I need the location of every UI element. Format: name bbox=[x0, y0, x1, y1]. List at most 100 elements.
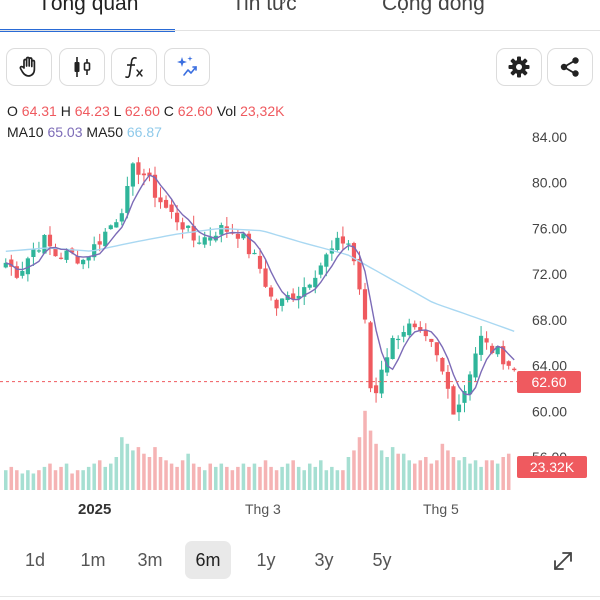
volume-bar bbox=[15, 470, 19, 490]
range-6m-button[interactable]: 6m bbox=[185, 541, 231, 579]
range-1y-button[interactable]: 1y bbox=[256, 549, 276, 570]
candle-body bbox=[81, 259, 86, 265]
share-icon bbox=[560, 57, 579, 77]
candle-body bbox=[418, 327, 423, 331]
candle-body bbox=[346, 243, 351, 245]
share-button[interactable] bbox=[547, 48, 593, 86]
candle-body bbox=[152, 174, 158, 198]
volume-bar bbox=[103, 466, 108, 490]
ma50-line bbox=[5, 227, 515, 332]
candlestick-icon bbox=[74, 57, 91, 77]
low-label: L bbox=[113, 103, 121, 119]
y-tick-label: 68.00 bbox=[532, 312, 567, 328]
indicators-button[interactable] bbox=[111, 48, 157, 86]
tab-community[interactable]: Cộng đồng bbox=[382, 0, 485, 15]
candle-body bbox=[473, 353, 478, 378]
volume-bar bbox=[285, 463, 290, 490]
volume-bar bbox=[374, 443, 378, 490]
candle-body bbox=[467, 374, 473, 395]
volume-bar bbox=[258, 466, 262, 490]
range-1m-button[interactable]: 1m bbox=[80, 549, 106, 570]
tab-news[interactable]: Tin tức bbox=[232, 0, 297, 15]
magic-wand-icon bbox=[177, 56, 197, 76]
candle-body bbox=[241, 233, 246, 239]
volume-bar bbox=[341, 470, 345, 490]
volume-bar bbox=[451, 457, 456, 490]
y-tick-label: 64.00 bbox=[532, 358, 567, 374]
range-3m-button[interactable]: 3m bbox=[137, 549, 163, 570]
candle-body bbox=[324, 254, 329, 267]
range-1d-button[interactable]: 1d bbox=[24, 549, 46, 570]
candle-body bbox=[412, 323, 417, 328]
volume-bar bbox=[418, 460, 423, 490]
y-tick-label: 76.00 bbox=[532, 220, 567, 236]
volume-bar bbox=[263, 460, 268, 490]
tab-overview[interactable]: Tổng quan bbox=[38, 0, 139, 15]
volume-bar bbox=[131, 450, 135, 490]
candle-body bbox=[202, 237, 207, 245]
volume-bar bbox=[280, 466, 284, 490]
volume-bar bbox=[153, 447, 157, 490]
candle-body bbox=[174, 212, 180, 223]
volume-bar bbox=[114, 457, 119, 490]
candle-body bbox=[119, 213, 124, 222]
volume-bar bbox=[20, 473, 25, 490]
volume-bar bbox=[412, 463, 417, 490]
volume-bar bbox=[142, 453, 146, 490]
candle-body bbox=[313, 277, 318, 288]
candle-body bbox=[396, 338, 401, 341]
range-5y-button[interactable]: 5y bbox=[372, 549, 392, 570]
candle-body bbox=[31, 249, 36, 258]
volume-bar bbox=[4, 470, 8, 490]
candle-body bbox=[379, 369, 384, 394]
ma10-label: MA10 bbox=[7, 124, 44, 140]
volume-bar bbox=[385, 457, 389, 490]
volume-bar bbox=[296, 466, 301, 490]
candle-body bbox=[291, 293, 296, 300]
volume-bar bbox=[462, 457, 467, 490]
settings-button[interactable] bbox=[496, 48, 542, 86]
candle-body bbox=[434, 342, 439, 356]
volume-bar bbox=[407, 460, 411, 490]
candle-body bbox=[75, 256, 80, 264]
volume-bar bbox=[352, 450, 356, 490]
ma-line: MA10 65.03 MA50 66.87 bbox=[7, 124, 162, 140]
y-tick-label: 60.00 bbox=[532, 403, 567, 419]
volume-bar bbox=[180, 460, 185, 490]
volume-bar bbox=[490, 460, 494, 490]
candle-body bbox=[235, 233, 240, 239]
drawing-tool-button[interactable] bbox=[6, 48, 52, 86]
ai-analysis-button[interactable] bbox=[164, 48, 210, 86]
open-label: O bbox=[7, 103, 18, 119]
volume-bar bbox=[429, 463, 434, 490]
volume-bar bbox=[346, 457, 351, 490]
volume-bar bbox=[363, 410, 367, 490]
volume-bar bbox=[269, 466, 273, 490]
close-value: 62.60 bbox=[177, 103, 213, 119]
volume-bar bbox=[81, 470, 85, 490]
candle-body bbox=[362, 289, 368, 320]
volume-bar bbox=[136, 447, 141, 490]
candle-body bbox=[484, 338, 489, 343]
candle-body bbox=[25, 258, 30, 275]
volume-bar bbox=[31, 473, 36, 490]
volume-label: Vol bbox=[216, 103, 237, 119]
y-tick-label: 72.00 bbox=[532, 266, 567, 282]
open-value: 64.31 bbox=[21, 103, 57, 119]
volume-bar bbox=[97, 460, 102, 490]
expand-icon[interactable] bbox=[550, 548, 576, 574]
candle-body bbox=[246, 233, 252, 255]
ma10-value: 65.03 bbox=[47, 124, 83, 140]
ma50-label: MA50 bbox=[86, 124, 123, 140]
top-divider bbox=[0, 30, 600, 31]
candle-body bbox=[36, 250, 42, 252]
volume-bar bbox=[446, 450, 450, 490]
volume-bar bbox=[291, 460, 295, 490]
chart-type-button[interactable] bbox=[59, 48, 105, 86]
volume-bar bbox=[64, 463, 69, 490]
high-value: 64.23 bbox=[74, 103, 110, 119]
candle-body bbox=[42, 234, 47, 254]
candle-body bbox=[268, 287, 274, 297]
range-3y-button[interactable]: 3y bbox=[314, 549, 334, 570]
